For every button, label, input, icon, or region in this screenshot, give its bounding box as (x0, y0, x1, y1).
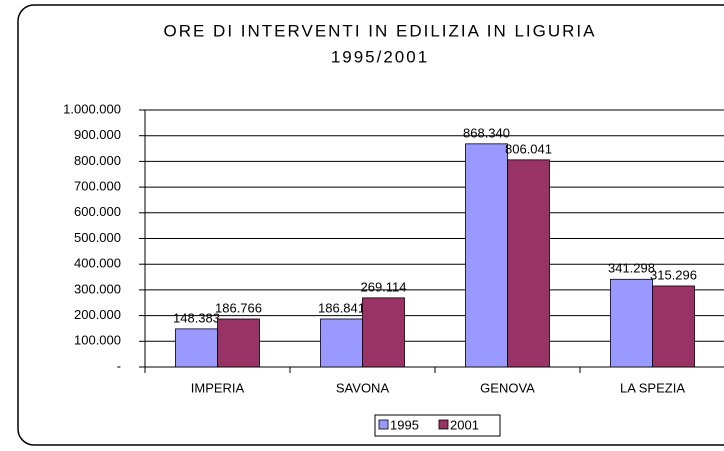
y-tick-label: 1.000.000 (63, 101, 121, 116)
y-tick-label: 300.000 (74, 281, 121, 296)
y-tick-label: 200.000 (74, 307, 121, 322)
y-tick-label: 100.000 (74, 333, 121, 348)
y-tick-label: 800.000 (74, 153, 121, 168)
legend-swatch (438, 419, 449, 430)
chart-subtitle: 1995/2001 (331, 47, 429, 66)
bar (320, 318, 363, 368)
y-tick-label: - (117, 358, 121, 373)
x-tick-label: LA SPEZIA (620, 380, 685, 395)
bar (362, 297, 405, 368)
data-label: 806.041 (505, 141, 552, 156)
data-label: 868.340 (463, 125, 510, 140)
y-tick-label: 700.000 (74, 179, 121, 194)
data-label: 315.296 (650, 267, 697, 282)
data-label: 341.298 (608, 261, 655, 276)
bar (652, 285, 695, 368)
bar (465, 143, 508, 368)
data-label: 186.766 (215, 300, 262, 315)
y-tick-label: 600.000 (74, 204, 121, 219)
y-tick-label: 400.000 (74, 256, 121, 271)
y-tick-label: 900.000 (74, 127, 121, 142)
bar (507, 159, 550, 368)
data-label: 269.114 (360, 279, 406, 294)
data-label: 186.841 (318, 300, 365, 315)
y-tick-label: 500.000 (74, 230, 121, 245)
data-label: 148.383 (173, 310, 220, 325)
bar (610, 278, 653, 368)
legend-box (374, 414, 501, 437)
x-tick-label: IMPERIA (191, 380, 245, 395)
legend-label: 2001 (450, 417, 479, 432)
chart-title: ORE DI INTERVENTI IN EDILIZIA IN LIGURIA (164, 21, 597, 40)
chart-frame (17, 4, 724, 446)
bar (175, 328, 218, 368)
x-tick-label: GENOVA (480, 380, 535, 395)
legend-swatch (378, 419, 389, 430)
bar (217, 318, 260, 368)
x-tick-label: SAVONA (336, 380, 390, 395)
legend-label: 1995 (390, 417, 419, 432)
